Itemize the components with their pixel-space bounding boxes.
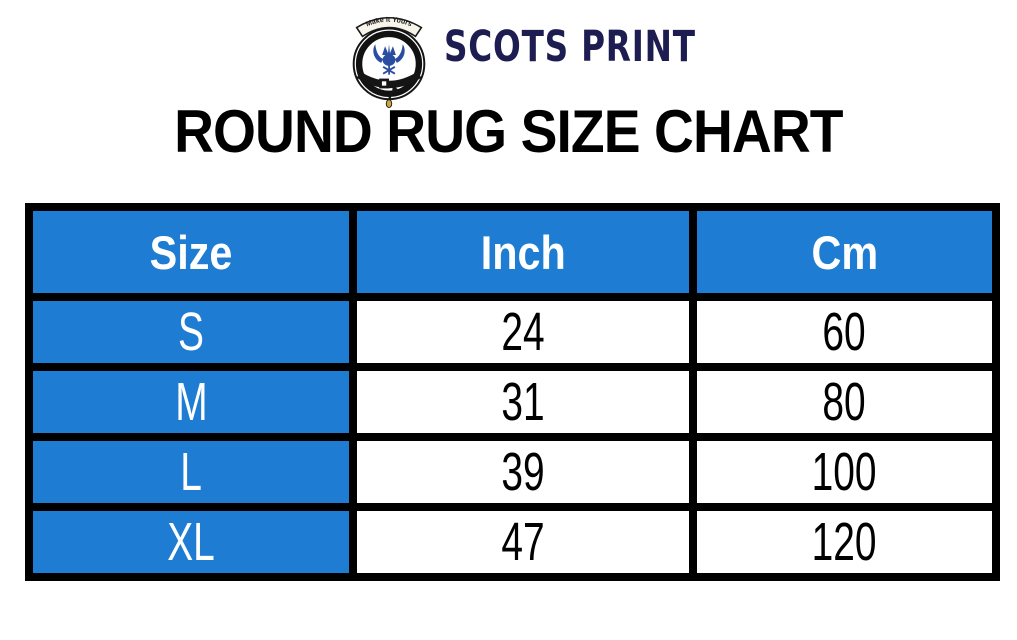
inch-cell-l: 39 bbox=[349, 433, 697, 511]
inch-cell-xl: 47 bbox=[349, 503, 697, 581]
page-title: ROUND RUG SIZE CHART bbox=[0, 100, 1017, 163]
cm-cell-s: 60 bbox=[689, 293, 1000, 371]
col-header-inch: Inch bbox=[349, 203, 697, 301]
size-cell-m: M bbox=[25, 363, 357, 441]
size-value: XL bbox=[167, 512, 215, 572]
inch-value: 31 bbox=[501, 372, 545, 432]
page-title-text: ROUND RUG SIZE CHART bbox=[174, 98, 843, 165]
cm-cell-xl: 120 bbox=[689, 503, 1000, 581]
table-row-s: S 24 60 bbox=[25, 293, 1000, 371]
cm-value: 60 bbox=[822, 302, 867, 362]
inch-cell-m: 31 bbox=[349, 363, 697, 441]
size-value: M bbox=[174, 372, 208, 432]
col-header-cm: Cm bbox=[689, 203, 1000, 301]
size-cell-l: L bbox=[25, 433, 357, 511]
table-row-xl: XL 47 120 bbox=[25, 503, 1000, 581]
size-value: S bbox=[178, 302, 204, 362]
scots-print-badge-icon: Make It Yours bbox=[352, 17, 426, 108]
cm-value: 120 bbox=[812, 512, 877, 572]
cm-value: 100 bbox=[812, 442, 877, 502]
table-row-m: M 31 80 bbox=[25, 363, 1000, 441]
cm-cell-m: 80 bbox=[689, 363, 1000, 441]
cm-cell-l: 100 bbox=[689, 433, 1000, 511]
size-cell-s: S bbox=[25, 293, 357, 371]
inch-value: 47 bbox=[501, 512, 545, 572]
banner-text: Make It Yours bbox=[365, 17, 413, 29]
belt-buckle bbox=[356, 71, 422, 108]
inch-value: 24 bbox=[501, 302, 545, 362]
col-header-cm-label: Cm bbox=[811, 225, 878, 279]
inch-cell-s: 24 bbox=[349, 293, 697, 371]
size-chart-table: Size Inch Cm S 24 60 M bbox=[25, 203, 1000, 581]
size-cell-xl: XL bbox=[25, 503, 357, 581]
thistle-icon bbox=[373, 44, 405, 75]
header-row: Size Inch Cm bbox=[25, 203, 1000, 301]
table-row-l: L 39 100 bbox=[25, 433, 1000, 511]
inch-value: 39 bbox=[501, 442, 545, 502]
size-value: L bbox=[180, 442, 202, 502]
col-header-size-label: Size bbox=[149, 225, 233, 279]
col-header-inch-label: Inch bbox=[480, 225, 566, 279]
col-header-size: Size bbox=[25, 203, 357, 301]
banner-ribbon bbox=[355, 17, 423, 38]
cm-value: 80 bbox=[822, 372, 867, 432]
brand-wordmark: SCOTS PRINT bbox=[444, 22, 696, 72]
